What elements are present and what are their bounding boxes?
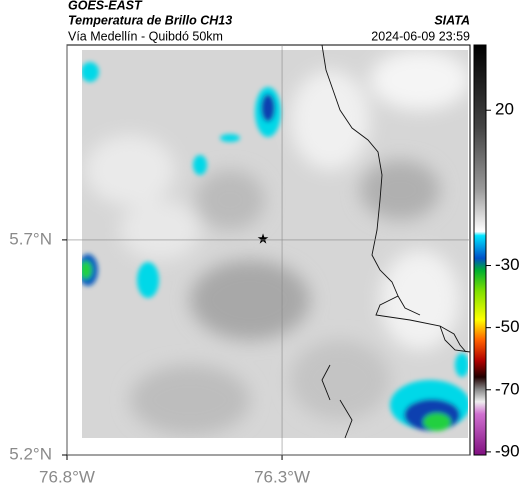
colorbar-tick-label: -50: [495, 317, 520, 336]
colorbar-tick-label: 20: [495, 100, 514, 119]
route: Vía Medellín - Quibdó 50km: [68, 29, 223, 43]
product: Temperatura de Brillo CH13: [68, 13, 232, 27]
location-star: ★: [257, 231, 270, 247]
boundary: [321, 44, 471, 439]
satellite-image: [82, 50, 468, 438]
colorbar: [473, 44, 487, 456]
colorbar-tick-label: -30: [495, 255, 520, 274]
x-tick-label: 76.3°W: [254, 467, 310, 486]
y-tick-label: 5.7°N: [9, 229, 52, 248]
source: GOES-EAST: [68, 0, 143, 12]
colorbar-tick-label: -70: [495, 379, 520, 398]
timestamp: 2024-06-09 23:59: [371, 29, 470, 43]
colorbar-tick-label: -90: [495, 441, 520, 460]
brand: SIATA: [434, 13, 470, 27]
x-tick-label: 76.8°W: [39, 467, 95, 486]
y-tick-label: 5.2°N: [9, 444, 52, 463]
